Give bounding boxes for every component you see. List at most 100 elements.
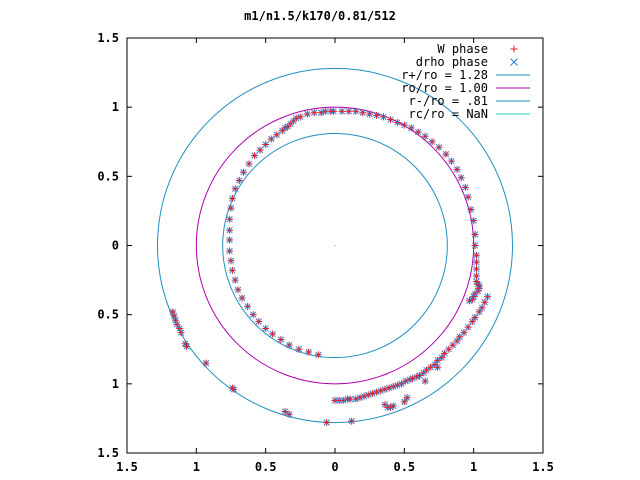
w-phase-marker bbox=[449, 341, 457, 349]
origin-marker bbox=[334, 244, 336, 247]
data-point bbox=[348, 417, 356, 425]
data-point bbox=[281, 408, 289, 415]
data-point bbox=[435, 143, 443, 151]
w-phase-marker bbox=[434, 356, 442, 364]
data-point bbox=[262, 141, 270, 149]
x-tick-label: 1.5 bbox=[116, 460, 138, 474]
w-phase-marker bbox=[421, 377, 429, 385]
w-phase-marker bbox=[226, 226, 234, 234]
data-point bbox=[457, 174, 465, 182]
w-phase-marker bbox=[256, 146, 264, 154]
w-phase-marker bbox=[173, 320, 181, 328]
w-phase-marker bbox=[238, 294, 246, 302]
data-point bbox=[278, 127, 286, 135]
data-point bbox=[262, 325, 270, 332]
w-phase-marker bbox=[314, 351, 322, 359]
data-point bbox=[352, 107, 360, 115]
w-phase-marker bbox=[467, 206, 475, 214]
w-phase-marker bbox=[416, 372, 424, 380]
w-phase-marker bbox=[239, 168, 247, 176]
data-point bbox=[226, 236, 234, 244]
w-phase-marker bbox=[468, 318, 476, 326]
w-phase-marker bbox=[281, 408, 289, 415]
data-point bbox=[273, 131, 281, 139]
w-phase-marker bbox=[227, 204, 235, 212]
data-point bbox=[453, 165, 461, 173]
w-phase-marker bbox=[310, 109, 318, 117]
w-phase-marker bbox=[470, 217, 478, 225]
data-point bbox=[460, 329, 468, 337]
y-tick-label: 1 bbox=[112, 377, 119, 391]
w-phase-marker bbox=[460, 329, 468, 337]
data-point bbox=[464, 193, 472, 201]
w-phase-marker bbox=[478, 304, 486, 312]
data-point bbox=[321, 107, 329, 115]
w-phase-marker bbox=[472, 258, 480, 266]
data-point bbox=[456, 333, 464, 341]
w-phase-marker bbox=[226, 236, 234, 244]
data-point bbox=[310, 109, 318, 117]
w-phase-marker bbox=[249, 311, 257, 319]
y-tick-label: 0.5 bbox=[97, 169, 119, 183]
data-point bbox=[407, 124, 415, 132]
w-phase-marker bbox=[183, 342, 191, 350]
legend-label: r+/ro = 1.28 bbox=[401, 68, 488, 82]
data-point bbox=[277, 336, 285, 344]
data-point bbox=[467, 206, 475, 214]
w-phase-marker bbox=[456, 333, 464, 341]
w-phase-marker bbox=[255, 318, 263, 326]
data-point bbox=[471, 242, 479, 249]
w-phase-marker bbox=[414, 128, 422, 136]
data-point bbox=[442, 150, 450, 158]
data-point bbox=[423, 366, 431, 374]
y-tick-label: 0 bbox=[112, 239, 119, 253]
w-phase-marker bbox=[461, 183, 469, 191]
data-point bbox=[235, 176, 243, 184]
x-tick-label: 0 bbox=[331, 460, 338, 474]
data-point bbox=[434, 356, 442, 364]
legend-label: ro/ro = 1.00 bbox=[401, 81, 488, 95]
w-phase-marker bbox=[475, 308, 483, 316]
y-tick-label: 1.5 bbox=[97, 446, 119, 460]
data-point bbox=[269, 330, 277, 338]
w-phase-marker bbox=[231, 276, 239, 284]
data-point bbox=[295, 345, 303, 353]
data-point bbox=[317, 109, 325, 117]
data-point bbox=[228, 384, 236, 392]
x-tick-label: 1 bbox=[193, 460, 200, 474]
data-point bbox=[183, 342, 191, 350]
w-phase-marker bbox=[472, 251, 480, 259]
circle-r bbox=[157, 67, 513, 424]
data-point bbox=[421, 132, 429, 140]
data-point bbox=[256, 146, 264, 154]
w-phase-marker bbox=[366, 110, 374, 118]
w-phase-marker bbox=[434, 363, 442, 371]
w-phase-marker bbox=[398, 380, 406, 388]
w-phase-marker bbox=[278, 127, 286, 135]
w-phase-marker bbox=[428, 138, 436, 146]
w-phase-marker bbox=[338, 107, 346, 115]
w-phase-marker bbox=[472, 265, 480, 273]
data-point bbox=[323, 419, 331, 427]
data-point bbox=[244, 302, 252, 310]
w-phase-marker bbox=[345, 107, 353, 115]
w-phase-marker bbox=[262, 325, 270, 332]
data-point bbox=[472, 258, 480, 266]
w-phase-marker bbox=[441, 349, 449, 357]
data-point bbox=[238, 294, 246, 302]
data-point bbox=[416, 372, 424, 380]
data-point bbox=[338, 107, 346, 115]
y-tick-label: 1.5 bbox=[97, 31, 119, 45]
data-point bbox=[314, 351, 322, 359]
w-phase-marker bbox=[262, 141, 270, 149]
data-point bbox=[234, 286, 242, 294]
data-point bbox=[373, 111, 381, 119]
data-point bbox=[393, 118, 401, 126]
w-phase-marker bbox=[228, 266, 236, 274]
data-point bbox=[481, 298, 489, 306]
cross-b bbox=[510, 58, 518, 66]
data-point bbox=[267, 135, 275, 143]
data-point bbox=[202, 359, 210, 367]
data-point bbox=[468, 318, 476, 326]
